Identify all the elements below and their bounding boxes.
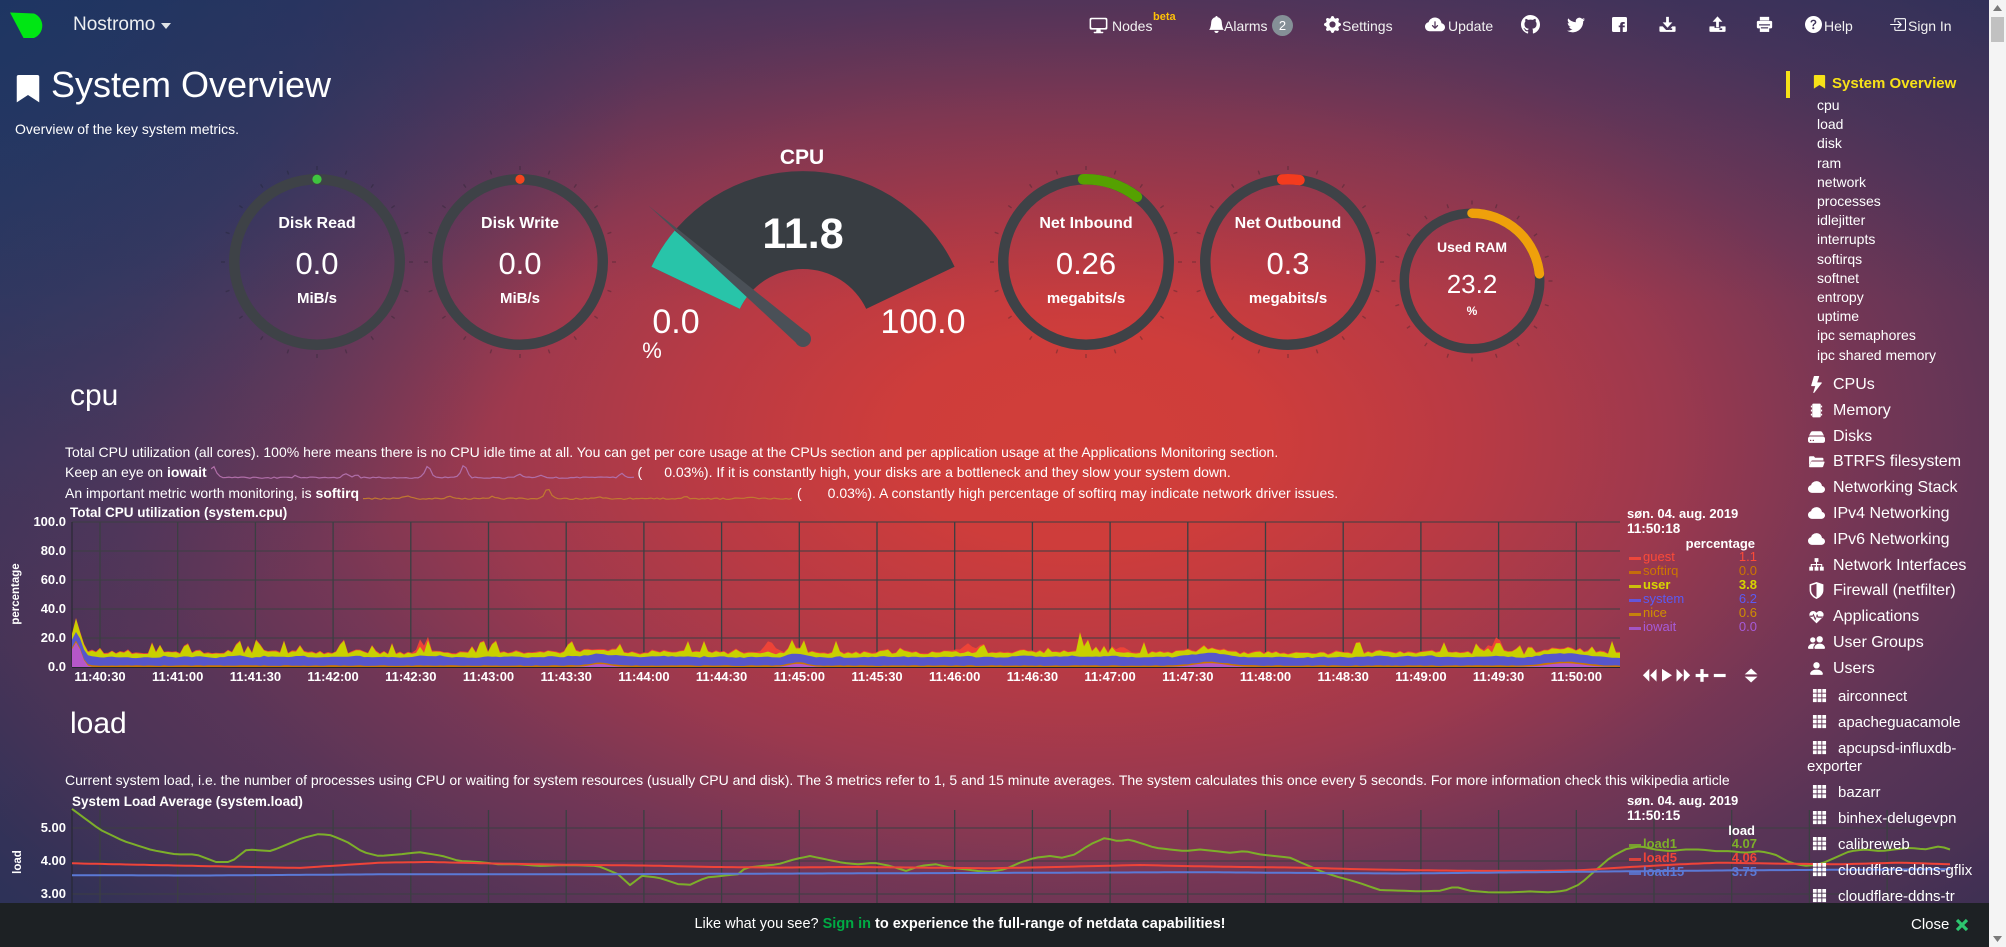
- svg-text:20.0: 20.0: [41, 630, 66, 645]
- svg-text:0.0: 0.0: [295, 246, 338, 281]
- svg-text:11:41:30: 11:41:30: [230, 669, 281, 684]
- svg-text:Disk Write: Disk Write: [481, 215, 559, 232]
- svg-text:40.0: 40.0: [41, 601, 66, 616]
- svg-text:4.00: 4.00: [41, 853, 66, 868]
- svg-text:%: %: [1467, 304, 1478, 318]
- svg-text:CPU: CPU: [780, 146, 824, 169]
- svg-text:11:50:00: 11:50:00: [1551, 669, 1602, 684]
- svg-text:11:41:00: 11:41:00: [152, 669, 203, 684]
- svg-text:Disk Read: Disk Read: [278, 215, 355, 232]
- svg-text:11:45:30: 11:45:30: [851, 669, 902, 684]
- svg-text:11:48:30: 11:48:30: [1318, 669, 1369, 684]
- svg-text:Used RAM: Used RAM: [1437, 239, 1507, 255]
- svg-text:MiB/s: MiB/s: [500, 290, 540, 307]
- svg-text:11:40:30: 11:40:30: [74, 669, 125, 684]
- svg-text:23.2: 23.2: [1447, 269, 1498, 299]
- svg-text:11:43:30: 11:43:30: [541, 669, 592, 684]
- svg-text:%: %: [642, 338, 662, 363]
- svg-text:megabits/s: megabits/s: [1047, 290, 1125, 307]
- svg-text:80.0: 80.0: [41, 543, 66, 558]
- svg-text:0.0: 0.0: [652, 303, 699, 341]
- svg-text:11:49:30: 11:49:30: [1473, 669, 1524, 684]
- svg-text:0.0: 0.0: [48, 659, 66, 674]
- svg-text:11:46:00: 11:46:00: [929, 669, 980, 684]
- svg-text:11:44:00: 11:44:00: [618, 669, 669, 684]
- svg-text:100.0: 100.0: [33, 514, 66, 529]
- svg-text:11:43:00: 11:43:00: [463, 669, 514, 684]
- svg-text:11:47:30: 11:47:30: [1162, 669, 1213, 684]
- svg-text:11:49:00: 11:49:00: [1395, 669, 1446, 684]
- svg-text:megabits/s: megabits/s: [1249, 290, 1327, 307]
- svg-text:Net Outbound: Net Outbound: [1235, 215, 1342, 232]
- svg-text:60.0: 60.0: [41, 572, 66, 587]
- svg-text:11:47:00: 11:47:00: [1084, 669, 1135, 684]
- svg-text:percentage: percentage: [10, 563, 22, 624]
- svg-text:5.00: 5.00: [41, 820, 66, 835]
- svg-text:11:46:30: 11:46:30: [1007, 669, 1058, 684]
- svg-text:0.0: 0.0: [498, 246, 541, 281]
- svg-text:Net Inbound: Net Inbound: [1039, 215, 1132, 232]
- svg-text:0.3: 0.3: [1266, 246, 1309, 281]
- svg-text:11:44:30: 11:44:30: [696, 669, 747, 684]
- svg-text:11:42:00: 11:42:00: [307, 669, 358, 684]
- svg-text:11:42:30: 11:42:30: [385, 669, 436, 684]
- svg-text:load: load: [12, 850, 24, 874]
- svg-text:MiB/s: MiB/s: [297, 290, 337, 307]
- svg-text:11.8: 11.8: [762, 210, 843, 258]
- svg-text:0.26: 0.26: [1056, 246, 1116, 281]
- svg-text:11:48:00: 11:48:00: [1240, 669, 1291, 684]
- svg-text:3.00: 3.00: [41, 886, 66, 901]
- svg-text:100.0: 100.0: [880, 303, 965, 341]
- svg-text:11:45:00: 11:45:00: [774, 669, 825, 684]
